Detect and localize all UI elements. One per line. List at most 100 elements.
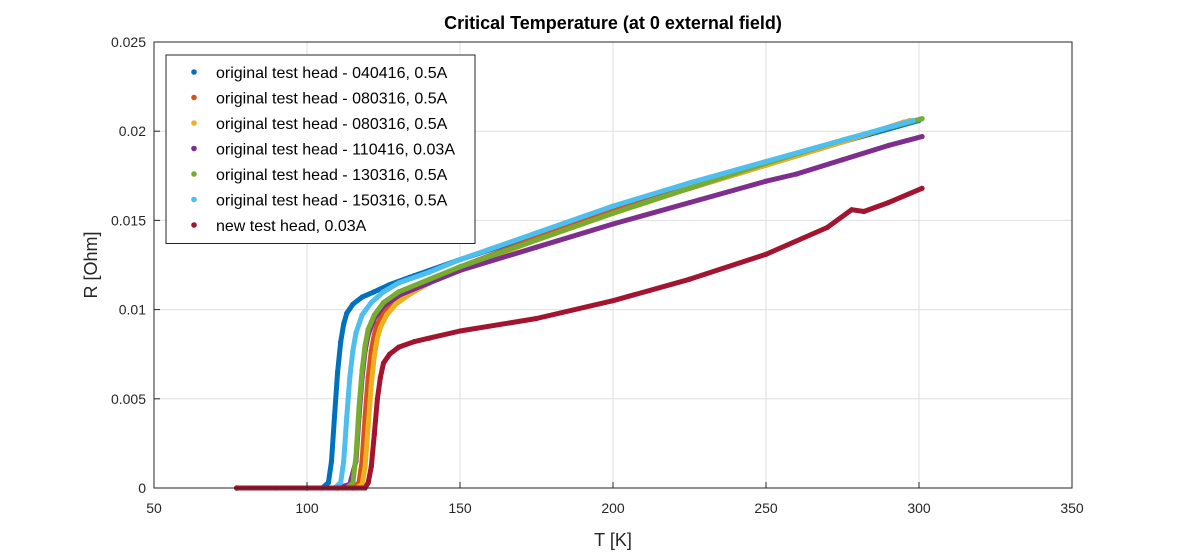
data-point bbox=[350, 348, 356, 354]
data-point bbox=[338, 480, 344, 486]
legend-label: original test head - 040416, 0.5A bbox=[216, 65, 448, 82]
series-layer bbox=[234, 116, 925, 491]
legend-item: original test head - 080316, 0.5A bbox=[191, 91, 448, 108]
data-point bbox=[347, 374, 353, 380]
data-point bbox=[356, 405, 362, 411]
data-point bbox=[328, 458, 335, 464]
x-tick-label: 300 bbox=[907, 500, 931, 516]
data-point bbox=[396, 280, 402, 286]
x-axis-label: T [K] bbox=[594, 530, 632, 550]
data-point bbox=[686, 180, 693, 186]
data-point bbox=[861, 208, 867, 215]
x-tick-label: 150 bbox=[448, 500, 472, 516]
data-point bbox=[380, 289, 387, 295]
y-tick-label: 0.01 bbox=[119, 302, 146, 318]
data-point bbox=[610, 221, 616, 227]
data-point bbox=[359, 294, 365, 300]
data-point bbox=[365, 326, 371, 332]
data-point bbox=[426, 276, 432, 282]
data-point bbox=[377, 324, 384, 331]
data-point bbox=[359, 367, 365, 373]
legend-marker bbox=[191, 69, 197, 75]
y-tick-label: 0.015 bbox=[111, 212, 146, 228]
data-point bbox=[344, 310, 350, 316]
data-point bbox=[533, 244, 540, 250]
data-point bbox=[763, 158, 769, 165]
data-point bbox=[359, 312, 365, 318]
data-point bbox=[885, 142, 892, 149]
axis-ticks: 50 100 150 200 250 300 350 0 0.005 0.01 0.015 0.02 0… bbox=[111, 34, 1084, 516]
legend-item: original test head - 150316, 0.5A bbox=[191, 193, 448, 210]
data-point bbox=[344, 414, 350, 420]
data-point bbox=[350, 480, 356, 486]
data-point bbox=[380, 360, 387, 366]
data-point bbox=[763, 178, 769, 184]
data-point bbox=[380, 299, 387, 306]
data-point bbox=[371, 431, 377, 438]
y-tick-label: 0.02 bbox=[119, 123, 146, 139]
x-tick-label: 50 bbox=[146, 500, 162, 516]
data-point bbox=[396, 289, 402, 295]
legend-item: new test head, 0.03A bbox=[191, 218, 367, 235]
data-point bbox=[331, 414, 338, 420]
data-point bbox=[374, 396, 380, 402]
data-point bbox=[393, 301, 399, 307]
data-point bbox=[341, 458, 347, 464]
data-point bbox=[350, 301, 356, 307]
data-point bbox=[533, 230, 540, 236]
data-point bbox=[368, 299, 374, 306]
data-point bbox=[763, 251, 769, 257]
legend-box bbox=[165, 54, 476, 244]
legend-marker bbox=[191, 196, 197, 203]
data-point bbox=[686, 276, 693, 282]
data-point bbox=[338, 339, 344, 345]
legend-label: new test head, 0.03A bbox=[216, 218, 367, 235]
y-axis-label: R [Ohm] bbox=[81, 231, 101, 298]
data-point bbox=[824, 224, 830, 231]
series-7 bbox=[234, 185, 925, 491]
data-point bbox=[396, 344, 402, 350]
data-point bbox=[533, 237, 540, 243]
data-point bbox=[426, 269, 432, 275]
data-point bbox=[353, 330, 359, 336]
data-point bbox=[610, 298, 616, 304]
data-point bbox=[426, 335, 432, 341]
data-point bbox=[387, 351, 393, 357]
data-point bbox=[371, 312, 377, 318]
data-point bbox=[610, 203, 616, 209]
legend-label: original test head - 110416, 0.03A bbox=[216, 142, 455, 159]
chart-title: Critical Temperature (at 0 external fiel… bbox=[444, 13, 782, 33]
data-point bbox=[919, 116, 925, 122]
data-point bbox=[686, 185, 693, 191]
x-tick-label: 100 bbox=[295, 500, 319, 516]
series-line bbox=[234, 118, 916, 491]
data-point bbox=[457, 328, 463, 334]
x-tick-label: 200 bbox=[601, 500, 625, 516]
x-tick-label: 250 bbox=[754, 500, 778, 516]
data-point bbox=[910, 117, 916, 124]
data-point bbox=[325, 480, 332, 486]
data-point bbox=[335, 369, 341, 375]
data-point bbox=[341, 321, 347, 327]
data-point bbox=[374, 321, 380, 327]
data-point bbox=[362, 342, 368, 348]
data-point bbox=[362, 463, 368, 470]
data-point bbox=[457, 257, 463, 263]
legend-item: original test head - 130316, 0.5A bbox=[191, 167, 448, 184]
data-point bbox=[365, 422, 371, 429]
legend: original test head - 040416, 0.5A origina… bbox=[165, 54, 476, 244]
legend-marker bbox=[191, 171, 197, 177]
legend-label: original test head - 080316, 0.5A bbox=[216, 116, 448, 133]
data-point bbox=[411, 339, 417, 345]
legend-marker bbox=[191, 222, 197, 228]
legend-item: original test head - 110416, 0.03A bbox=[191, 142, 455, 159]
data-point bbox=[457, 264, 463, 270]
data-point bbox=[377, 374, 384, 380]
legend-marker bbox=[191, 120, 197, 126]
data-point bbox=[839, 137, 846, 143]
legend-item: original test head - 080316, 0.5A bbox=[191, 116, 448, 133]
x-tick-label: 350 bbox=[1060, 500, 1084, 516]
data-point bbox=[794, 171, 800, 177]
legend-label: original test head - 150316, 0.5A bbox=[216, 193, 448, 210]
y-tick-label: 0.005 bbox=[111, 391, 146, 407]
